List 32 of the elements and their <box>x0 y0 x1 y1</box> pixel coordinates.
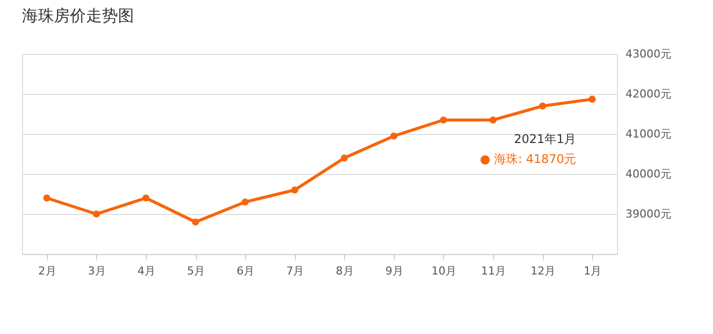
point <box>539 102 546 110</box>
point <box>390 132 398 140</box>
point <box>242 198 249 206</box>
x-tick-label: 6月 <box>236 264 255 278</box>
x-tick-label: 2月 <box>38 264 56 278</box>
point <box>192 218 200 226</box>
y-tick-label: 40000元 <box>626 168 672 180</box>
x-tick-label: 10月 <box>431 264 456 278</box>
annotation: 2021年1月 <box>514 132 576 146</box>
x-tick-label: 3月 <box>88 264 106 278</box>
point <box>291 186 298 194</box>
point <box>340 154 348 162</box>
point <box>588 96 596 103</box>
x-tick-label: 9月 <box>385 264 404 278</box>
point <box>490 116 497 124</box>
chart-title: 海珠房价走势图 <box>22 6 134 25</box>
x-tick-label: 7月 <box>286 264 304 278</box>
x-tick-label: 1月 <box>584 264 602 278</box>
y-tick-label: 41000元 <box>626 128 672 140</box>
y-tick-label: 43000元 <box>626 48 672 60</box>
x-tick-label: 12月 <box>530 264 556 278</box>
y-tick-label: 42000元 <box>626 88 672 100</box>
x-tick-label: 11月 <box>481 264 506 278</box>
point <box>92 210 100 218</box>
point <box>43 194 50 202</box>
point <box>440 116 447 124</box>
x-tick-label: 4月 <box>137 264 156 278</box>
point <box>142 194 150 202</box>
annotation: ● 海珠: 41870元 <box>480 152 576 166</box>
x-tick-label: 8月 <box>336 264 354 278</box>
y-tick-label: 39000元 <box>626 208 672 220</box>
x-tick-label: 5月 <box>187 264 206 278</box>
